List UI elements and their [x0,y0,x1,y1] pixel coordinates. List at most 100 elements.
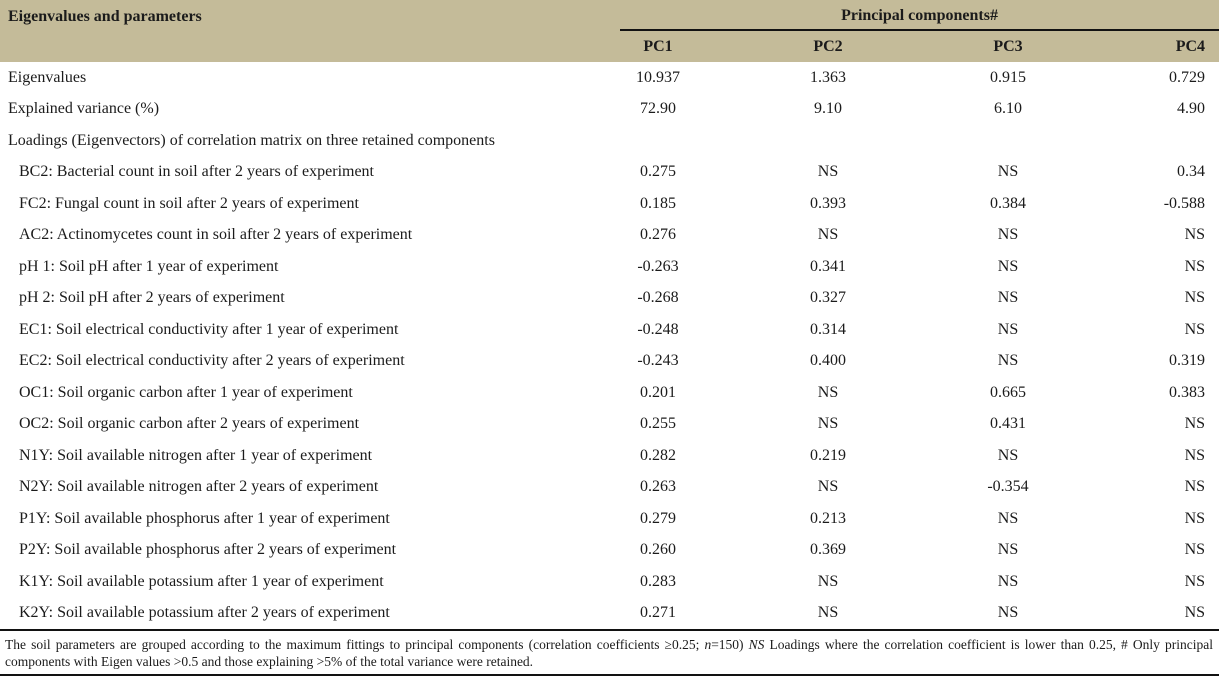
cell-pc4: 0.34 [1177,163,1206,181]
table-row: K2Y: Soil available potassium after 2 ye… [0,598,1219,630]
cell-pc2: NS [817,478,839,496]
cell-pc1: 0.271 [640,604,676,622]
cell-pc2: NS [817,572,839,590]
cell-pc4: NS [1184,541,1206,559]
row-label: P2Y: Soil available phosphorus after 2 y… [19,541,397,559]
table-row: N1Y: Soil available nitrogen after 1 yea… [0,440,1219,472]
cell-pc4: NS [1184,572,1206,590]
table-row: N2Y: Soil available nitrogen after 2 yea… [0,472,1219,504]
cell-pc3: NS [997,352,1019,370]
cell-pc2: 9.10 [814,100,842,118]
row-label: EC1: Soil electrical conductivity after … [19,320,399,338]
cell-pc2: 1.363 [810,68,846,86]
cell-pc2: NS [817,415,839,433]
column-header-pc1: PC1 [578,31,738,62]
header-row-group: Eigenvalues and parameters Principal com… [0,0,1219,62]
cell-pc2: NS [817,226,839,244]
cell-pc2 [738,125,918,157]
cell-pc3: NS [997,257,1019,275]
table-row: pH 1: Soil pH after 1 year of experiment… [0,251,1219,283]
table-row: K1Y: Soil available potassium after 1 ye… [0,566,1219,598]
row-label: Eigenvalues [8,68,87,86]
cell-pc2: NS [817,383,839,401]
table-row: Loadings (Eigenvectors) of correlation m… [0,125,1219,157]
cell-pc2: 0.393 [810,194,846,212]
cell-pc4: 0.729 [1169,68,1206,86]
table-row: P1Y: Soil available phosphorus after 1 y… [0,503,1219,535]
table-body: Eigenvalues 10.937 1.363 0.915 0.729 Explaine… [0,62,1219,629]
row-label: Loadings (Eigenvectors) of correlation m… [8,131,495,149]
table-row: EC1: Soil electrical conductivity after … [0,314,1219,346]
cell-pc4: 4.90 [1177,100,1206,118]
row-label: N2Y: Soil available nitrogen after 2 yea… [19,478,379,496]
cell-pc4: NS [1184,226,1206,244]
cell-pc1: 0.275 [640,163,676,181]
row-label: BC2: Bacterial count in soil after 2 yea… [19,163,374,181]
table-row: OC2: Soil organic carbon after 2 years o… [0,409,1219,441]
footnote: The soil parameters are grouped accordin… [0,629,1219,676]
cell-pc3: NS [997,541,1019,559]
cell-pc1: 0.279 [640,509,676,527]
cell-pc1: 0.255 [640,415,676,433]
row-label: pH 1: Soil pH after 1 year of experiment [19,257,279,275]
row-label: AC2: Actinomycetes count in soil after 2… [19,226,413,244]
cell-pc2: 0.341 [810,257,846,275]
column-header-pc3: PC3 [918,31,1098,62]
cell-pc1: 0.283 [640,572,676,590]
cell-pc3: 0.384 [990,194,1026,212]
row-label: K1Y: Soil available potassium after 1 ye… [19,572,384,590]
cell-pc2: 0.213 [810,509,846,527]
footnote-italic-n: n [704,637,712,652]
cell-pc1: 0.185 [640,194,676,212]
cell-pc4: NS [1184,446,1206,464]
row-label: EC2: Soil electrical conductivity after … [19,352,405,370]
cell-pc3: -0.354 [987,478,1029,496]
eigenvalues-table: Eigenvalues and parameters Principal com… [0,0,1219,629]
cell-pc1: 0.201 [640,383,676,401]
table-header: Eigenvalues and parameters Principal com… [0,0,1219,62]
row-label: FC2: Fungal count in soil after 2 years … [19,194,359,212]
row-label: N1Y: Soil available nitrogen after 1 yea… [19,446,373,464]
cell-pc3: 6.10 [994,100,1022,118]
cell-pc2: NS [817,604,839,622]
cell-pc4: NS [1184,604,1206,622]
cell-pc1: -0.263 [637,257,679,275]
cell-pc3: NS [997,163,1019,181]
cell-pc3: NS [997,604,1019,622]
cell-pc1: 0.282 [640,446,676,464]
cell-pc3: 0.431 [990,415,1026,433]
cell-pc3: NS [997,572,1019,590]
cell-pc1: 0.276 [640,226,676,244]
table-row: AC2: Actinomycetes count in soil after 2… [0,220,1219,252]
cell-pc4: -0.588 [1163,194,1206,212]
cell-pc3: 0.665 [990,383,1026,401]
cell-pc1: 0.263 [640,478,676,496]
cell-pc4: 0.383 [1169,383,1206,401]
cell-pc3: NS [997,509,1019,527]
table-row: Eigenvalues 10.937 1.363 0.915 0.729 [0,62,1219,94]
cell-pc1: 0.260 [640,541,676,559]
row-label: Explained variance (%) [8,100,160,118]
cell-pc3: NS [997,446,1019,464]
cell-pc1: -0.243 [637,352,679,370]
column-header-pc2: PC2 [738,31,918,62]
cell-pc4: 0.319 [1169,352,1206,370]
header-row-columns: PC1 PC2 PC3 PC4 [0,31,1219,62]
cell-pc4: NS [1184,478,1206,496]
cell-pc4: NS [1184,509,1206,527]
cell-pc4: NS [1184,289,1206,307]
column-header-pc4: PC4 [1098,31,1219,62]
cell-pc2: 0.219 [810,446,846,464]
cell-pc4: NS [1184,320,1206,338]
row-label: P1Y: Soil available phosphorus after 1 y… [19,509,390,527]
row-label: K2Y: Soil available potassium after 2 ye… [19,604,390,622]
cell-pc2: 0.314 [810,320,846,338]
footnote-text: =150) [711,637,749,652]
table-row: Explained variance (%) 72.90 9.10 6.10 4.90 [0,94,1219,126]
cell-pc2: 0.369 [810,541,846,559]
cell-pc3: 0.915 [990,68,1026,86]
cell-pc3: NS [997,226,1019,244]
cell-pc2: NS [817,163,839,181]
table-row: BC2: Bacterial count in soil after 2 yea… [0,157,1219,189]
